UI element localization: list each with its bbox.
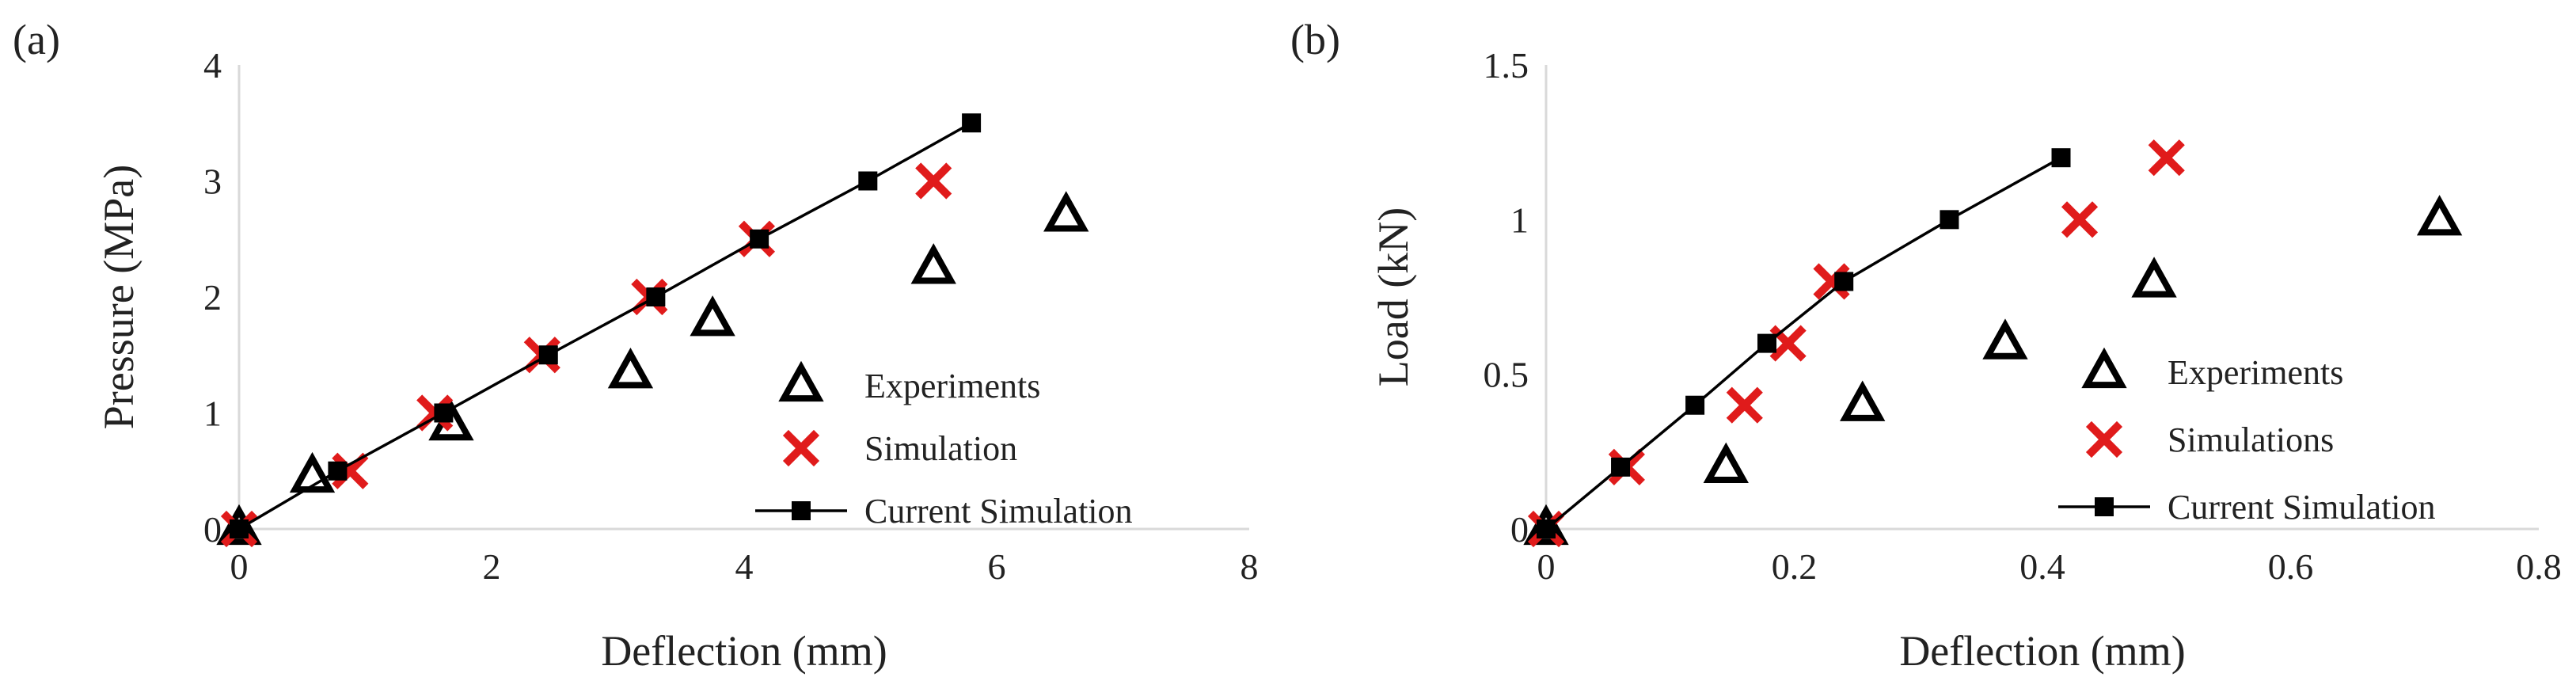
x-axis-label: Deflection (mm) xyxy=(1899,627,2185,675)
x-tick-label: 0.4 xyxy=(2019,546,2065,587)
y-tick-label: 1 xyxy=(1510,200,1529,240)
legend-marker xyxy=(782,429,820,467)
x-tick-label: 0.2 xyxy=(1772,546,1818,587)
legend-label: Simulations xyxy=(2168,420,2334,459)
data-point xyxy=(1757,333,1777,353)
data-point xyxy=(1685,395,1705,415)
y-tick-label: 0.5 xyxy=(1484,355,1529,395)
legend-marker xyxy=(2081,347,2127,389)
data-point xyxy=(1940,210,1959,230)
series-current-simulation xyxy=(1537,148,2071,538)
data-point xyxy=(289,451,336,493)
series-simulation xyxy=(220,162,952,548)
legend-label: Experiments xyxy=(864,367,1040,405)
legend-label: Current Simulation xyxy=(864,492,1133,531)
data-point xyxy=(434,403,454,423)
x-tick-label: 2 xyxy=(483,546,501,587)
data-point xyxy=(1043,191,1089,232)
data-point xyxy=(1982,318,2028,360)
panel-label: (b) xyxy=(1290,16,1340,63)
legend-marker xyxy=(778,360,824,402)
x-axis-label: Deflection (mm) xyxy=(601,627,887,675)
data-point xyxy=(2061,201,2099,238)
data-point xyxy=(2416,195,2463,236)
data-point xyxy=(690,295,735,337)
data-point xyxy=(607,348,654,389)
series-simulations xyxy=(1527,139,2185,548)
data-point xyxy=(910,243,956,284)
x-tick-label: 4 xyxy=(735,546,754,587)
legend-item: Simulation xyxy=(782,429,1017,468)
legend-marker xyxy=(2085,420,2123,458)
y-axis-label: Load (kN) xyxy=(1370,207,1417,386)
data-point xyxy=(646,287,666,306)
y-tick-label: 0 xyxy=(203,509,222,550)
data-point xyxy=(1537,519,1556,538)
data-point xyxy=(1726,386,1763,424)
series-current-simulation xyxy=(230,113,982,538)
data-point xyxy=(1611,457,1631,477)
x-tick-label: 8 xyxy=(1241,546,1259,587)
data-point xyxy=(1703,442,1749,483)
data-point xyxy=(858,171,878,191)
y-tick-label: 2 xyxy=(203,277,222,318)
legend-item: Experiments xyxy=(778,360,1040,405)
y-tick-label: 1.5 xyxy=(1484,45,1529,86)
data-point xyxy=(750,229,769,249)
series-line xyxy=(238,121,972,531)
x-tick-label: 0.6 xyxy=(2268,546,2314,587)
legend-item: Experiments xyxy=(2081,347,2343,392)
legend-item: Simulations xyxy=(2085,420,2334,459)
x-tick-label: 6 xyxy=(988,546,1006,587)
y-axis-label: Pressure (MPa) xyxy=(95,165,142,429)
panel-b: (b) 0 0.2 0.4 0.6 0.8 0 0.5 1 1.5 Deflection (mm) L… xyxy=(1290,16,2562,675)
data-point xyxy=(1840,380,1886,421)
legend-item: Current Simulation xyxy=(2058,488,2436,527)
legend-item: Current Simulation xyxy=(755,492,1133,531)
data-point xyxy=(538,345,558,365)
legend-marker xyxy=(792,501,811,520)
panel-a: (a) 0 2 4 6 8 0 1 2 3 4 Deflection (mm) Pressure (MP… xyxy=(13,16,1259,675)
data-point xyxy=(962,113,982,133)
y-tick-label: 1 xyxy=(203,394,222,434)
panel-label: (a) xyxy=(13,16,60,63)
legend-marker xyxy=(2095,497,2114,516)
legend-label: Current Simulation xyxy=(2168,488,2436,527)
data-point xyxy=(1834,272,1854,291)
data-point xyxy=(2148,139,2185,177)
legend-label: Simulation xyxy=(864,429,1017,468)
data-point xyxy=(2131,257,2177,298)
data-point xyxy=(230,519,249,538)
x-tick-label: 0 xyxy=(1537,546,1556,587)
y-tick-label: 3 xyxy=(203,162,222,202)
x-tick-label: 0 xyxy=(230,546,249,587)
data-point xyxy=(2051,148,2071,168)
x-tick-label: 0.8 xyxy=(2516,546,2562,587)
y-tick-label: 4 xyxy=(203,45,222,86)
legend: Experiments Simulation Current Simulation xyxy=(755,360,1133,531)
data-point xyxy=(328,461,348,481)
data-point xyxy=(915,162,952,200)
y-tick-label: 0 xyxy=(1510,509,1529,550)
legend-label: Experiments xyxy=(2168,353,2343,392)
legend: Experiments Simulations Current Simulation xyxy=(2058,347,2436,527)
